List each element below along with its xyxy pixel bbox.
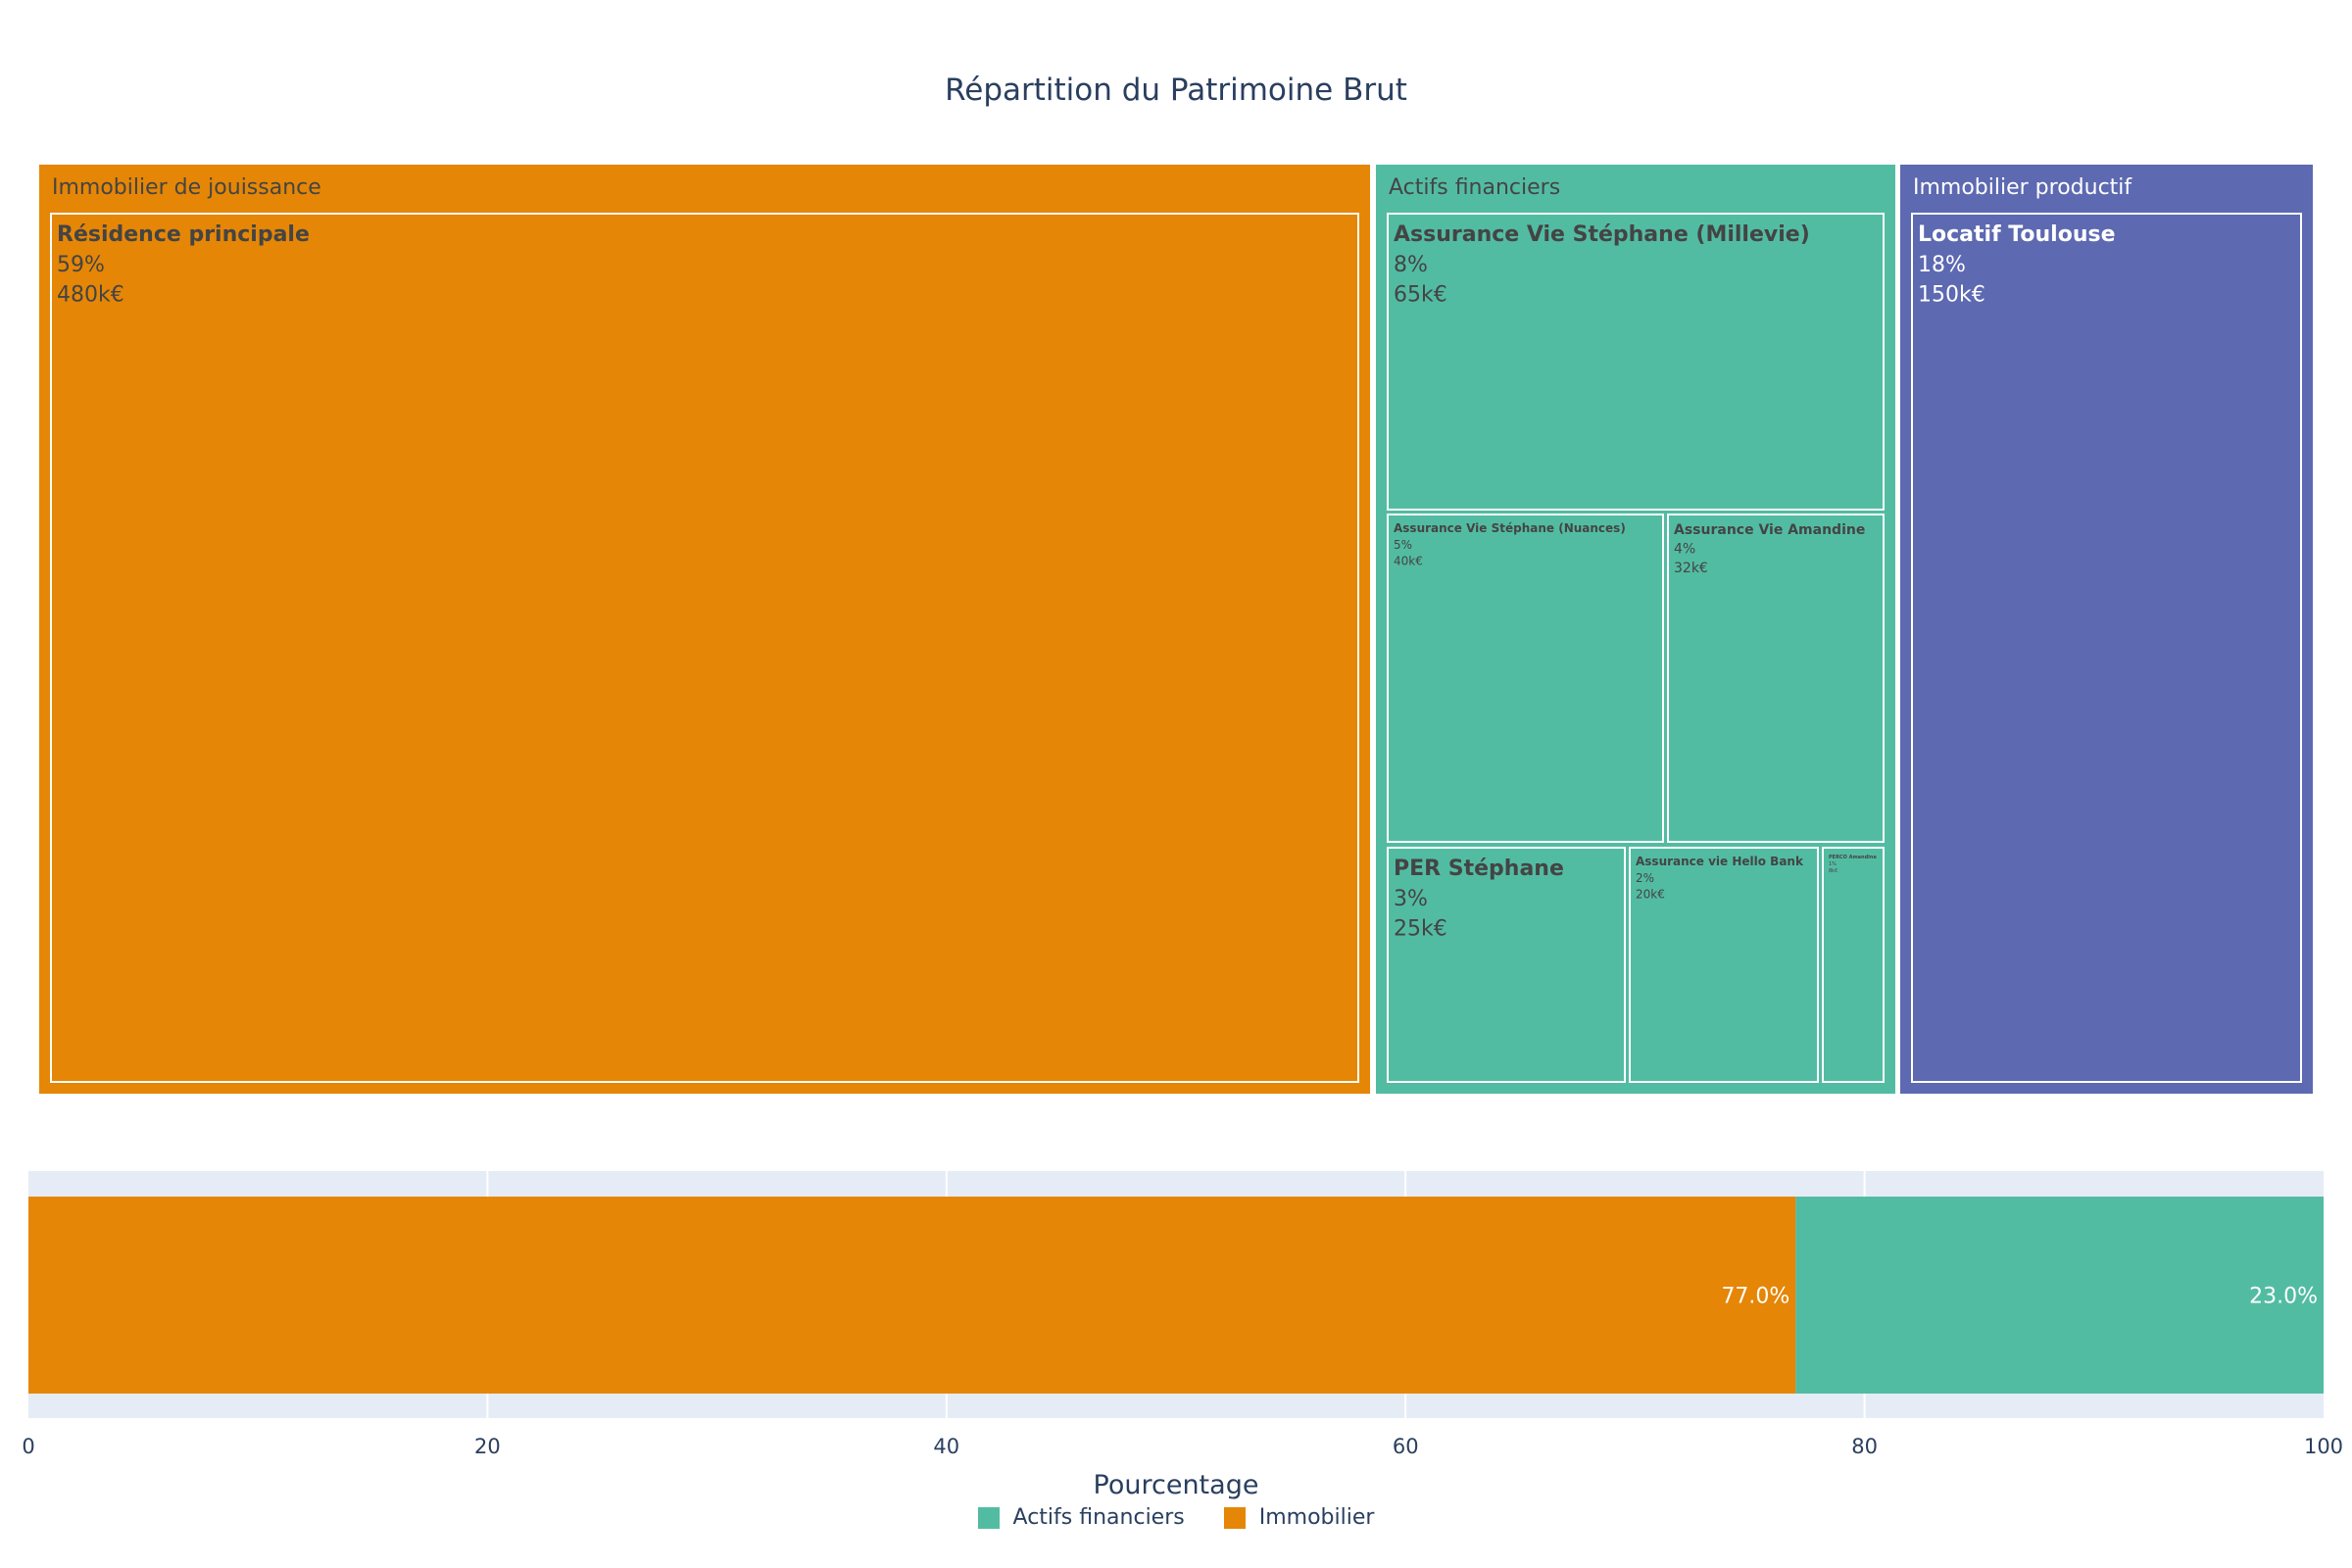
legend-item-immobilier[interactable]: Immobilier <box>1223 1505 1375 1530</box>
treemap-tile-value: 32k€ <box>1674 561 1708 576</box>
treemap-group-label: Immobilier de jouissance <box>52 175 321 200</box>
bar-segment-immobilier <box>28 1197 1796 1394</box>
treemap-tile-name: Assurance Vie Stéphane (Millevie) <box>1394 222 1810 247</box>
treemap-tile-value: 150k€ <box>1918 283 1985 308</box>
x-tick-label: 40 <box>933 1435 959 1458</box>
treemap-tile-percent: 59% <box>57 253 105 277</box>
treemap-tile-percent: 4% <box>1674 542 1695 558</box>
x-axis-title: Pourcentage <box>1093 1470 1259 1500</box>
legend: Actifs financiers Immobilier <box>0 1505 2352 1530</box>
treemap-tile-value: 25k€ <box>1394 917 1447 942</box>
treemap-tile <box>1387 847 1626 1083</box>
treemap-tile-value: 40k€ <box>1394 555 1423 568</box>
bar-data-label: 23.0% <box>2249 1285 2318 1309</box>
treemap-tile <box>1387 514 1664 843</box>
legend-label-actifs: Actifs financiers <box>1012 1505 1185 1530</box>
chart-title: Répartition du Patrimoine Brut <box>945 73 1407 108</box>
treemap-group-label: Actifs financiers <box>1389 175 1560 200</box>
treemap-tile-value: 65k€ <box>1394 283 1447 308</box>
treemap-tile-percent: 18% <box>1918 253 1966 277</box>
legend-item-actifs[interactable]: Actifs financiers <box>977 1505 1185 1530</box>
treemap-tile-percent: 8% <box>1394 253 1428 277</box>
treemap-tile-name: Assurance Vie Stéphane (Nuances) <box>1394 521 1626 535</box>
treemap-tile-value: 20k€ <box>1636 888 1665 902</box>
legend-swatch-actifs <box>977 1506 1000 1529</box>
x-tick-label: 0 <box>22 1435 34 1458</box>
treemap-tile-percent: 2% <box>1636 871 1654 885</box>
legend-swatch-immobilier <box>1223 1506 1246 1529</box>
treemap-chart: Immobilier de jouissance Résidence princi… <box>39 165 2313 1094</box>
treemap-tile-value: 8k€ <box>1829 868 1838 874</box>
treemap-tile <box>1911 213 2302 1083</box>
x-tick-label: 100 <box>2304 1435 2343 1458</box>
treemap-tile <box>1629 847 1819 1083</box>
treemap-tile <box>1667 514 1885 843</box>
treemap-tile-percent: 1% <box>1829 861 1837 867</box>
x-tick-label: 60 <box>1393 1435 1419 1458</box>
treemap-tile-name: Résidence principale <box>57 222 310 247</box>
treemap-tile <box>1822 847 1885 1083</box>
treemap-tile-name: PER Stéphane <box>1394 857 1564 881</box>
treemap-tile <box>50 213 1359 1083</box>
bar-data-label: 77.0% <box>1721 1285 1789 1309</box>
x-tick-label: 20 <box>474 1435 501 1458</box>
treemap-tile-percent: 5% <box>1394 538 1412 552</box>
treemap-tile-name: Assurance vie Hello Bank <box>1636 855 1804 868</box>
bar-segment-actifs-financiers <box>1795 1197 2324 1394</box>
treemap-tile-name: PERCO Amandine <box>1829 855 1877 860</box>
treemap-tile-value: 480k€ <box>57 283 124 308</box>
treemap-tile-name: Assurance Vie Amandine <box>1674 522 1865 538</box>
legend-label-immobilier: Immobilier <box>1258 1505 1375 1530</box>
treemap-group-label: Immobilier productif <box>1913 175 2132 200</box>
treemap-tile-percent: 3% <box>1394 887 1428 911</box>
treemap-tile-name: Locatif Toulouse <box>1918 222 2116 247</box>
x-tick-label: 80 <box>1851 1435 1878 1458</box>
treemap-tile <box>1387 213 1885 511</box>
